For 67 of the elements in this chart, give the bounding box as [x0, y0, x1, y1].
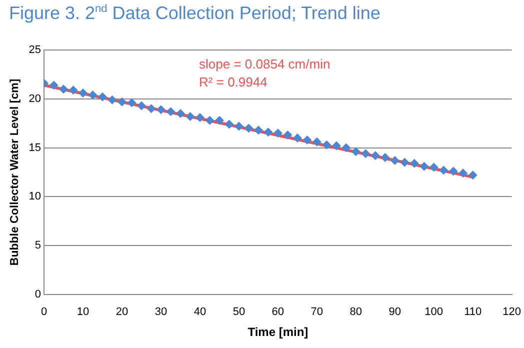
x-tick-label: 80	[350, 306, 362, 318]
point	[254, 126, 263, 135]
point	[98, 92, 108, 102]
chart-title: Figure 3. 2$^{nd}$ Data Collection Period; Trend line	[9, 3, 380, 24]
y-tick-label: 20	[28, 92, 42, 105]
point	[292, 133, 302, 142]
x-tick-label: 40	[194, 306, 206, 318]
annotation: R² = 0.9944	[199, 74, 268, 90]
point	[448, 166, 458, 176]
point	[68, 86, 78, 95]
point	[410, 158, 419, 168]
point	[322, 140, 332, 150]
x-axis-title: Time [min]	[248, 325, 308, 340]
y-axis-title: Bubble Collector Water Level [cm]	[9, 78, 22, 266]
point	[380, 153, 390, 162]
point	[370, 151, 380, 160]
point	[264, 128, 273, 137]
point	[186, 112, 195, 121]
point	[420, 162, 429, 171]
y-tick-label: 25	[28, 44, 42, 56]
point	[244, 124, 254, 133]
point	[156, 105, 166, 114]
point	[136, 101, 146, 110]
x-tick-label: 100	[424, 306, 444, 318]
point	[361, 149, 370, 158]
point	[224, 120, 234, 129]
x-tick-label: 50	[232, 306, 246, 318]
x-tick-label: 20	[116, 306, 128, 318]
point	[127, 98, 136, 108]
point	[146, 104, 156, 114]
point	[108, 95, 117, 104]
point	[195, 112, 204, 122]
x-tick-label: 70	[310, 306, 324, 318]
point	[214, 116, 224, 125]
point	[205, 116, 214, 125]
point	[118, 97, 126, 106]
point	[390, 156, 400, 165]
point	[458, 168, 468, 178]
annotation: slope = 0.0854 cm/min	[199, 56, 330, 72]
x-tick-label: 10	[76, 306, 90, 318]
point	[176, 109, 185, 118]
point	[429, 162, 438, 172]
point	[400, 158, 410, 167]
point	[332, 141, 341, 150]
x-tick-label: 30	[154, 306, 168, 318]
point	[273, 128, 282, 138]
point	[78, 88, 88, 98]
y-tick-label: 15	[28, 142, 42, 154]
y-tick-label: 10	[28, 190, 42, 203]
point	[342, 143, 351, 152]
x-tick-label: 110	[464, 306, 482, 318]
point	[302, 135, 312, 144]
point	[351, 147, 360, 156]
x-tick-label: 120	[502, 306, 522, 318]
point	[234, 122, 244, 131]
x-tick-label: 60	[272, 306, 284, 318]
point	[166, 107, 176, 116]
point	[88, 90, 98, 100]
point	[468, 170, 478, 180]
point	[283, 130, 292, 140]
y-tick-label: 0	[34, 288, 42, 300]
x-tick-label: 90	[388, 306, 401, 318]
point	[49, 80, 58, 90]
point	[59, 84, 68, 94]
point	[312, 137, 322, 146]
point	[439, 166, 448, 175]
y-tick-label: 5	[34, 240, 42, 252]
